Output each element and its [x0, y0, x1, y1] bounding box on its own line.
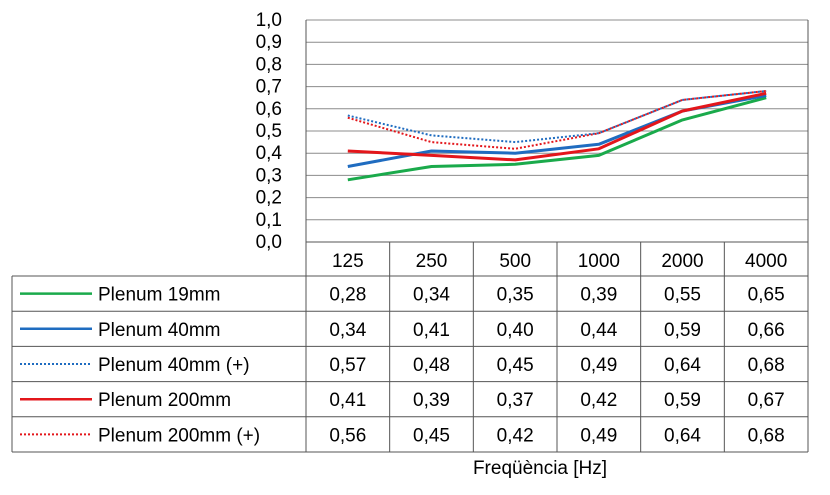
data-label: 0,49: [580, 355, 617, 376]
data-label: 0,56: [329, 425, 366, 446]
x-tick-label: 500: [499, 251, 531, 272]
x-tick-label: 250: [416, 251, 448, 272]
y-tick-label: 0,5: [256, 121, 282, 142]
data-label: 0,39: [413, 390, 450, 411]
x-tick-label: 125: [332, 251, 364, 272]
data-label: 0,45: [497, 355, 534, 376]
data-label: 0,64: [664, 425, 701, 446]
data-label: 0,64: [664, 355, 701, 376]
data-label: 0,39: [580, 285, 617, 306]
x-tick-label: 4000: [745, 251, 787, 272]
data-label: 0,34: [329, 320, 366, 341]
data-label: 0,59: [664, 320, 701, 341]
x-tick-label: 1000: [578, 251, 620, 272]
y-tick-label: 1,0: [256, 10, 282, 31]
data-label: 0,49: [580, 425, 617, 446]
data-label: 0,68: [748, 355, 785, 376]
y-axis-ticks: 0,00,10,20,30,40,50,60,70,80,91,0: [256, 10, 283, 253]
data-label: 0,59: [664, 390, 701, 411]
series-line-5: [347, 90, 767, 150]
data-label: 0,65: [748, 285, 785, 306]
y-tick-label: 0,6: [256, 99, 282, 120]
data-label: 0,34: [413, 285, 450, 306]
y-tick-label: 0,4: [256, 143, 283, 164]
legend-label: Plenum 200mm: [98, 390, 231, 411]
data-label: 0,66: [748, 320, 785, 341]
data-label: 0,37: [497, 390, 534, 411]
data-label: 0,40: [497, 320, 534, 341]
x-axis-label: Freqüència [Hz]: [473, 458, 607, 479]
data-label: 0,45: [413, 425, 450, 446]
data-label: 0,28: [329, 285, 366, 306]
y-tick-label: 0,9: [256, 32, 282, 53]
y-tick-label: 0,8: [256, 54, 282, 75]
series-line-4: [347, 91, 767, 162]
y-tick-label: 0,7: [256, 77, 282, 98]
legend-label: Plenum 200mm (+): [98, 425, 260, 446]
data-label: 0,35: [497, 285, 534, 306]
data-label: 0,41: [329, 390, 366, 411]
legend-label: Plenum 40mm: [98, 320, 221, 341]
data-label: 0,44: [580, 320, 617, 341]
data-label: 0,42: [580, 390, 617, 411]
y-tick-label: 0,0: [256, 232, 282, 253]
data-label: 0,48: [413, 355, 450, 376]
legend-label: Plenum 40mm (+): [98, 355, 250, 376]
data-label: 0,42: [497, 425, 534, 446]
series-lines: [347, 90, 767, 182]
data-label: 0,55: [664, 285, 701, 306]
y-tick-label: 0,2: [256, 188, 282, 209]
legend-label: Plenum 19mm: [98, 285, 221, 306]
data-label: 0,67: [748, 390, 785, 411]
y-tick-label: 0,1: [256, 210, 282, 231]
data-label: 0,68: [748, 425, 785, 446]
grid-lines: [305, 19, 809, 243]
y-tick-label: 0,3: [256, 165, 282, 186]
series-line-3: [347, 90, 767, 144]
data-label: 0,57: [329, 355, 366, 376]
series-line-1: [347, 96, 767, 182]
data-table: 125 250 500 1000 2000 4000 Plenum 19mm 0,28 0,34…: [11, 242, 809, 453]
data-label: 0,41: [413, 320, 450, 341]
x-tick-label: 2000: [661, 251, 703, 272]
